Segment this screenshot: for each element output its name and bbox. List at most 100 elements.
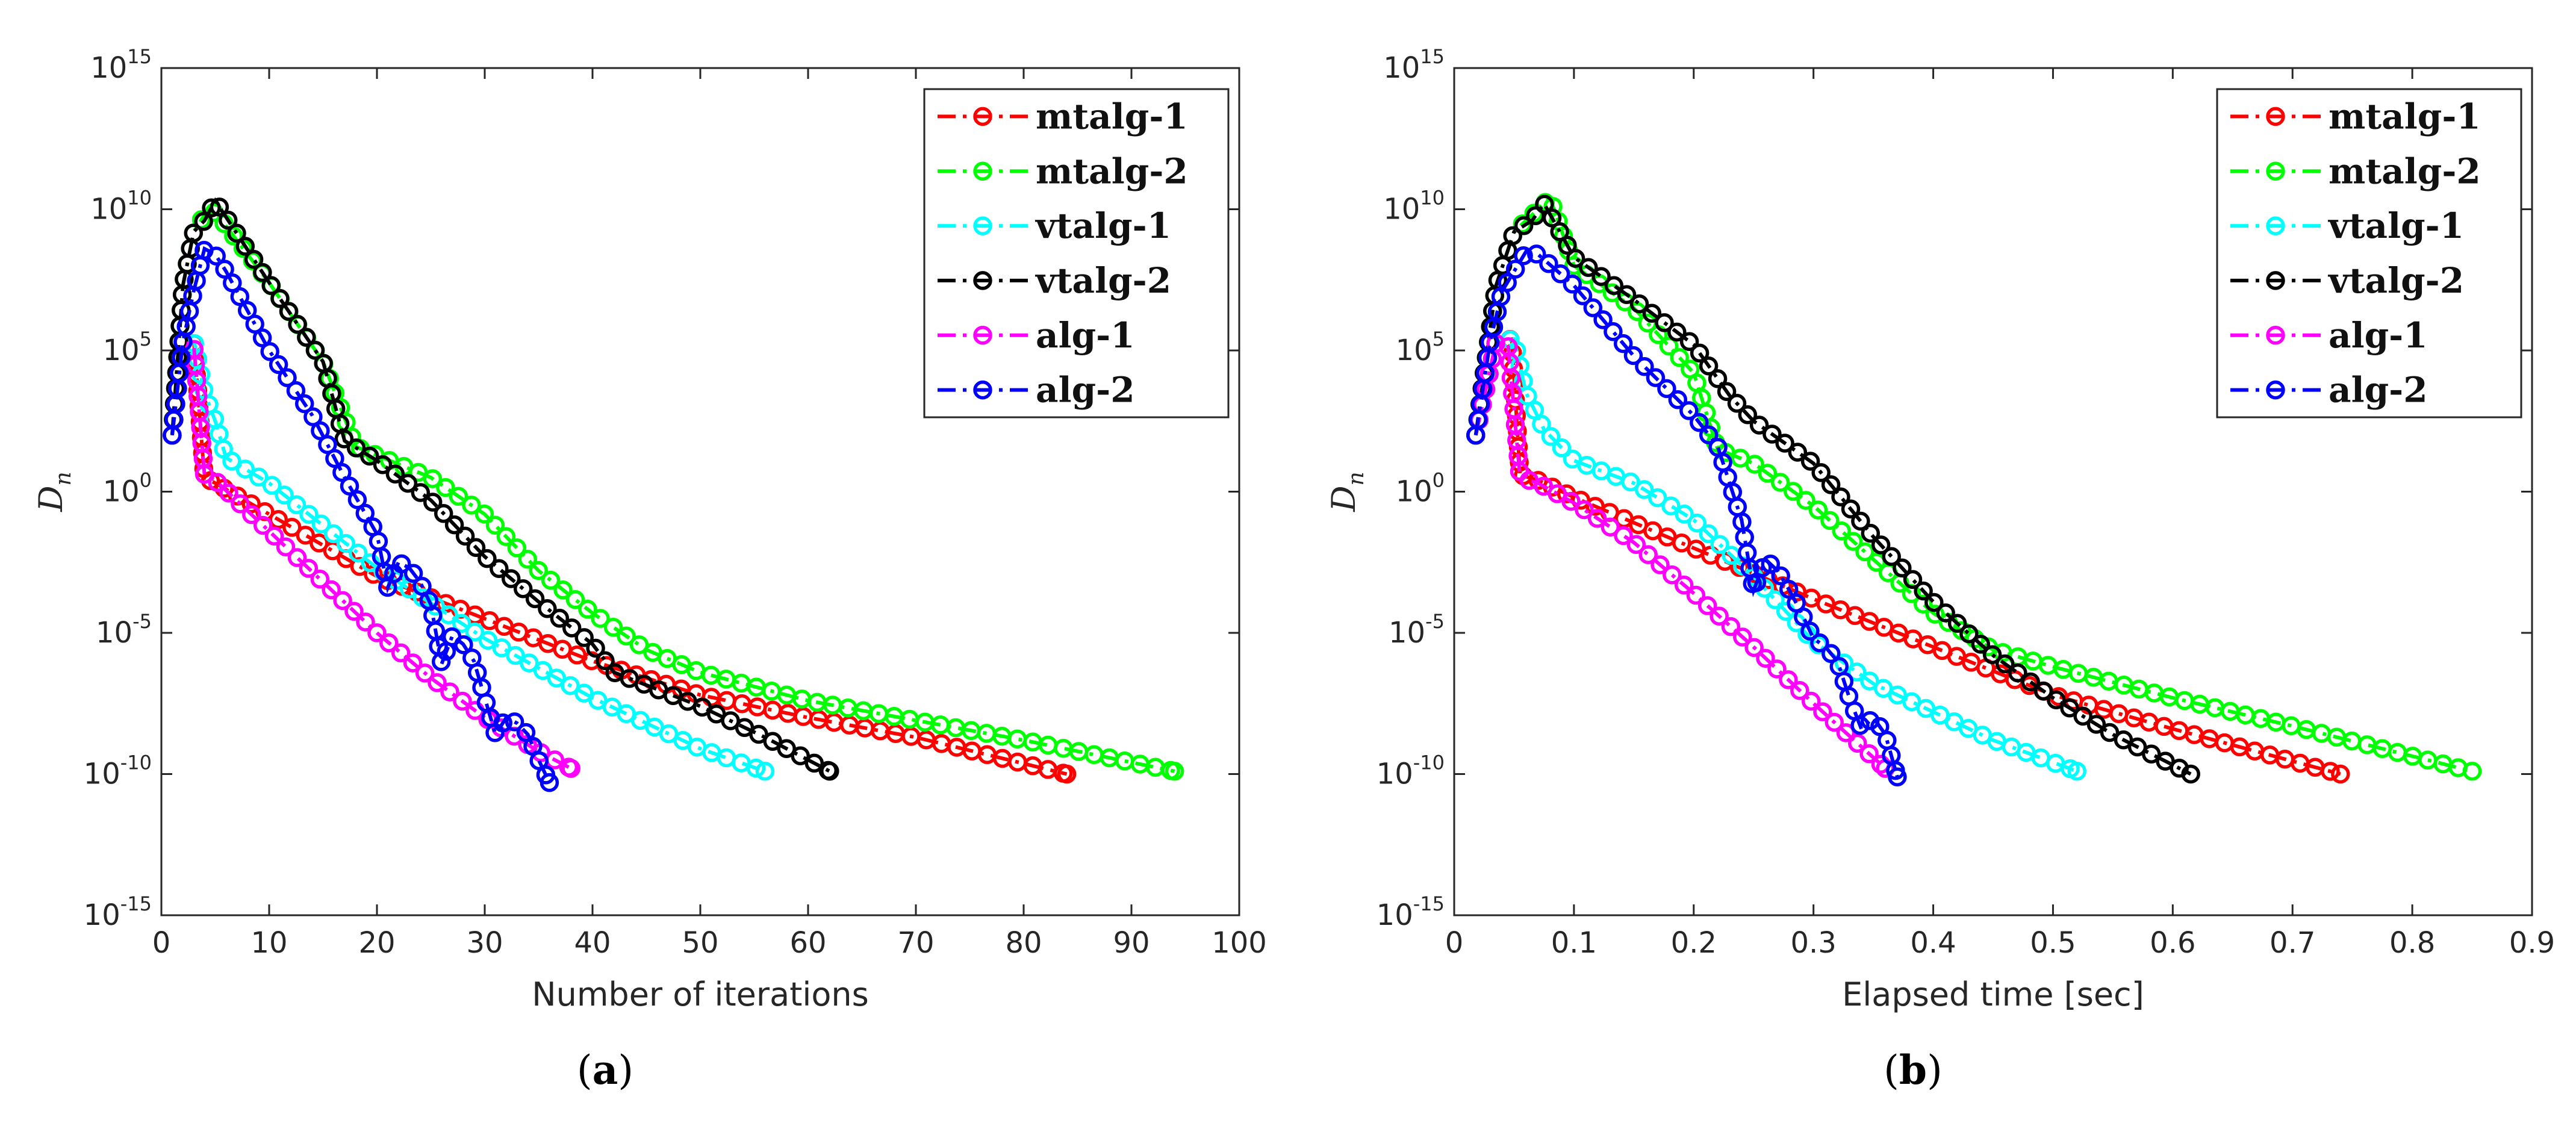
legend: mtalg-1 mtalg-2 vtalg-1 vtalg-2 alg-1 alg-2 bbox=[923, 88, 1230, 418]
data-point bbox=[1767, 659, 1787, 679]
data-point bbox=[791, 746, 810, 766]
data-point bbox=[1808, 500, 1828, 520]
data-point bbox=[2060, 698, 2079, 718]
data-point bbox=[550, 609, 570, 628]
data-point bbox=[538, 599, 557, 618]
data-point bbox=[288, 314, 307, 334]
data-point bbox=[1810, 633, 1829, 653]
data-point bbox=[1871, 535, 1891, 555]
y-tick-label: 10-10 bbox=[84, 751, 152, 791]
x-tick-label: 0.8 bbox=[2389, 926, 2435, 960]
data-point bbox=[1514, 216, 1534, 235]
data-point bbox=[493, 713, 512, 733]
data-point bbox=[1498, 273, 1517, 292]
data-point bbox=[2067, 762, 2086, 781]
data-point bbox=[299, 505, 319, 524]
data-point bbox=[264, 526, 284, 546]
data-point bbox=[1503, 226, 1522, 246]
legend-item-alg-2: alg-2 bbox=[2230, 370, 2428, 411]
data-point bbox=[518, 549, 538, 569]
x-tick-label: 0.4 bbox=[1910, 926, 1956, 960]
legend-box bbox=[923, 88, 1230, 418]
data-point bbox=[474, 504, 494, 524]
data-point bbox=[1971, 635, 1991, 654]
legend-marker bbox=[973, 271, 992, 290]
data-point bbox=[297, 328, 316, 347]
data-point bbox=[541, 570, 561, 590]
data-point bbox=[373, 455, 393, 474]
data-point bbox=[513, 579, 533, 599]
panel-caption: (a) bbox=[577, 1047, 633, 1093]
data-point bbox=[629, 635, 649, 655]
data-point bbox=[1925, 605, 1945, 624]
data-point bbox=[311, 514, 331, 534]
data-point bbox=[194, 464, 214, 484]
data-point bbox=[452, 614, 471, 633]
axes-box bbox=[1453, 67, 2533, 916]
data-point bbox=[1057, 764, 1077, 784]
data-point bbox=[1548, 484, 1567, 503]
data-point bbox=[453, 691, 472, 711]
data-point bbox=[296, 526, 316, 545]
legend-item-alg-1: alg-1 bbox=[938, 315, 1135, 356]
legend-item-mtalg-1: mtalg-1 bbox=[2230, 96, 2481, 137]
data-point bbox=[423, 469, 443, 488]
data-point bbox=[1936, 603, 1955, 623]
data-point bbox=[1657, 379, 1676, 399]
data-point bbox=[1813, 702, 1832, 721]
legend-marker bbox=[973, 326, 992, 345]
data-point bbox=[2462, 762, 2482, 781]
data-point bbox=[347, 490, 367, 509]
data-point bbox=[505, 712, 524, 732]
data-point bbox=[1832, 521, 1851, 541]
legend-label: vtalg-1 bbox=[2327, 205, 2464, 246]
data-point bbox=[1779, 579, 1799, 599]
y-tick-label: 10-5 bbox=[96, 610, 152, 650]
data-point bbox=[2181, 764, 2200, 784]
data-point bbox=[436, 477, 455, 497]
data-point bbox=[253, 515, 273, 535]
data-point bbox=[820, 762, 839, 781]
legend-item-mtalg-2: mtalg-2 bbox=[2230, 151, 2481, 191]
legend-item-mtalg-2: mtalg-2 bbox=[938, 151, 1188, 191]
data-point bbox=[1617, 285, 1637, 304]
x-tick-label: 30 bbox=[466, 926, 503, 960]
data-point bbox=[269, 355, 288, 375]
data-point bbox=[356, 612, 375, 632]
data-point bbox=[1995, 654, 2015, 674]
x-tick-label: 80 bbox=[1005, 926, 1042, 960]
legend-item-mtalg-1: mtalg-1 bbox=[938, 96, 1188, 137]
data-point bbox=[260, 342, 279, 361]
data-point bbox=[1526, 244, 1546, 264]
data-point bbox=[746, 758, 766, 778]
data-point bbox=[1659, 337, 1679, 356]
data-point bbox=[1914, 594, 1933, 614]
data-point bbox=[1882, 547, 1901, 566]
data-point bbox=[1687, 513, 1707, 533]
data-point bbox=[1727, 394, 1747, 413]
data-point bbox=[506, 645, 525, 665]
data-point bbox=[478, 549, 497, 568]
data-point bbox=[1563, 275, 1582, 294]
data-point bbox=[1924, 593, 1944, 612]
legend-label: vtalg-2 bbox=[2327, 260, 2464, 301]
data-point bbox=[218, 210, 238, 230]
data-point bbox=[1505, 260, 1525, 279]
data-point bbox=[2331, 764, 2350, 784]
data-point bbox=[466, 538, 486, 557]
data-point bbox=[1634, 480, 1654, 499]
y-tick-label: 100 bbox=[1396, 469, 1445, 509]
x-tick-label: 0.3 bbox=[1790, 926, 1836, 960]
data-point bbox=[202, 198, 221, 217]
y-tick-label: 1015 bbox=[1383, 45, 1445, 85]
data-point bbox=[578, 600, 597, 619]
data-point bbox=[230, 287, 250, 306]
data-point bbox=[219, 484, 238, 503]
y-tick-label: 105 bbox=[1396, 328, 1445, 367]
x-tick-label: 90 bbox=[1113, 926, 1150, 960]
legend-item-vtalg-2: vtalg-2 bbox=[938, 260, 1171, 301]
x-tick-label: 0.6 bbox=[2150, 926, 2195, 960]
data-point bbox=[561, 759, 580, 778]
data-point bbox=[1738, 405, 1758, 425]
